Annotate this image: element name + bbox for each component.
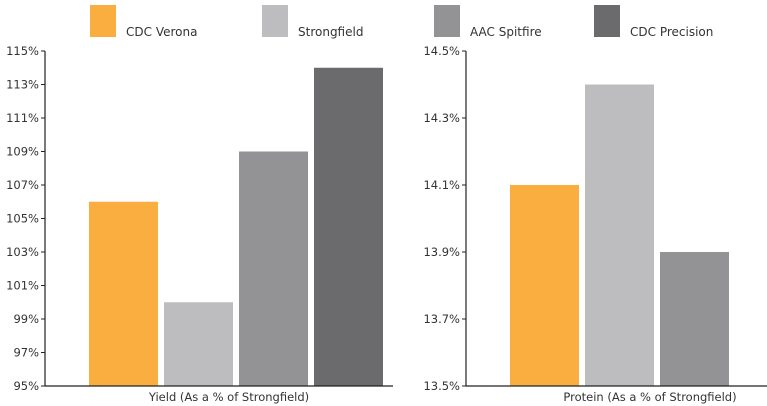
chart-legend: CDC Verona Strongfield AAC Spitfire CDC …: [0, 0, 767, 40]
legend-swatch-strongfield: [262, 5, 288, 37]
y-tick-label: 14.5%: [423, 44, 460, 58]
bar: [239, 151, 308, 386]
legend-swatch-cdc-precision: [594, 5, 620, 37]
y-tick-label: 99%: [13, 312, 39, 326]
x-axis-label: Protein (As a % of Strongfield): [563, 390, 736, 404]
y-tick-label: 109%: [6, 145, 39, 159]
y-tick-label: 13.5%: [423, 379, 460, 393]
y-tick-label: 13.9%: [423, 245, 460, 259]
bar: [510, 185, 579, 386]
y-tick-label: 14.1%: [423, 178, 460, 192]
y-tick-label: 14.3%: [423, 111, 460, 125]
legend-label: AAC Spitfire: [470, 25, 542, 39]
bar: [585, 84, 654, 386]
y-tick-label: 95%: [13, 379, 39, 393]
legend-swatch-cdc-verona: [90, 5, 116, 37]
bar: [314, 67, 383, 386]
y-tick-label: 111%: [6, 111, 39, 125]
y-tick-label: 115%: [6, 44, 39, 58]
y-tick-label: 101%: [6, 279, 39, 293]
y-tick-label: 105%: [6, 212, 39, 226]
y-tick-label: 107%: [6, 178, 39, 192]
bar: [89, 201, 158, 386]
legend-label: Strongfield: [298, 25, 364, 39]
y-tick-label: 13.7%: [423, 312, 460, 326]
legend-label: CDC Precision: [630, 25, 714, 39]
y-tick-label: 113%: [6, 78, 39, 92]
bar: [164, 302, 233, 386]
legend-label: CDC Verona: [126, 25, 198, 39]
y-tick-label: 103%: [6, 245, 39, 259]
x-axis-label: Yield (As a % of Strongfield): [148, 390, 309, 404]
bar: [660, 252, 729, 386]
y-tick-label: 97%: [13, 346, 39, 360]
legend-swatch-aac-spitfire: [434, 5, 460, 37]
